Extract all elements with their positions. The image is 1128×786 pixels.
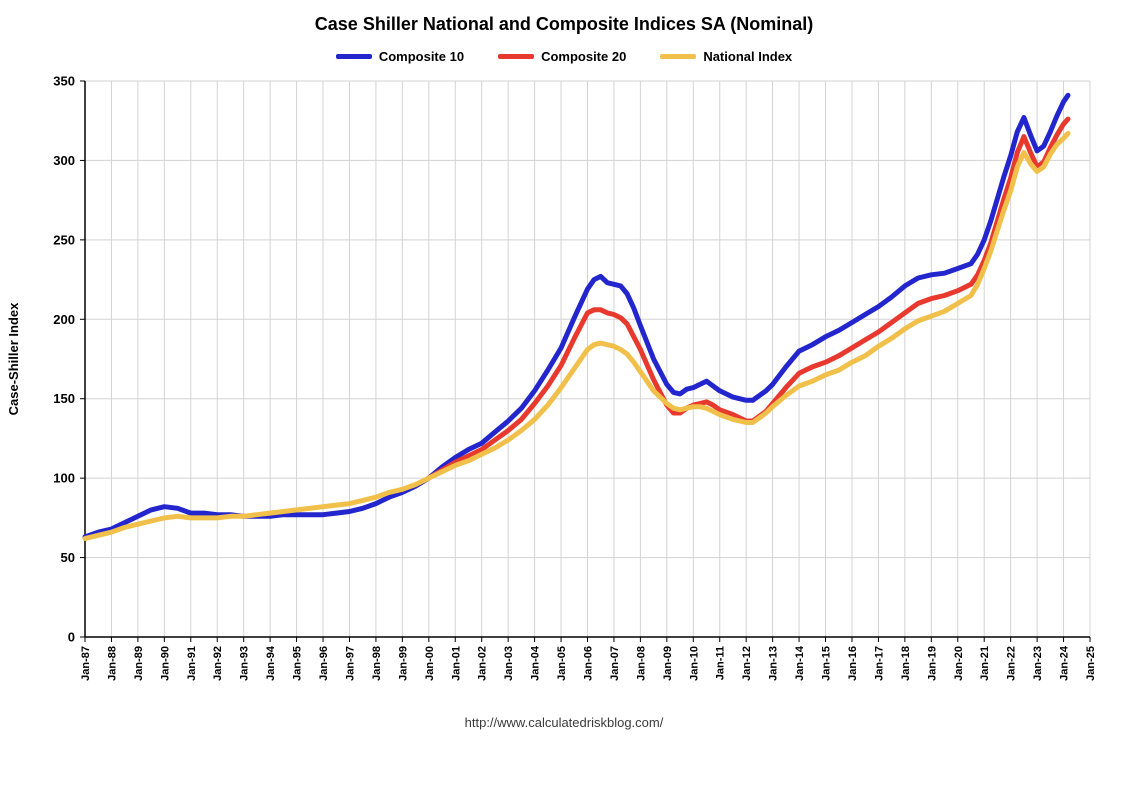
- svg-text:Jan-94: Jan-94: [265, 645, 277, 681]
- svg-text:Jan-90: Jan-90: [159, 646, 171, 681]
- svg-text:Jan-04: Jan-04: [530, 645, 542, 681]
- legend-label: Composite 10: [378, 48, 465, 64]
- svg-text:Jan-11: Jan-11: [715, 646, 727, 680]
- legend-swatch-composite-20: [498, 53, 535, 59]
- chart-canvas: 0 50 100 150 200 250 300 350 Jan-87 Jan-88 Jan-89 J…: [6, 74, 1097, 681]
- svg-text:Jan-03: Jan-03: [503, 646, 515, 681]
- svg-text:250: 250: [53, 232, 75, 247]
- svg-text:Jan-21: Jan-21: [979, 646, 991, 681]
- series-line-composite-10: [82, 92, 1071, 540]
- svg-text:Jan-13: Jan-13: [768, 646, 780, 681]
- svg-text:Jan-24: Jan-24: [1059, 645, 1071, 681]
- legend-label: Composite 20: [541, 48, 627, 64]
- svg-text:Jan-01: Jan-01: [450, 646, 462, 681]
- chart-legend: Composite 10 Composite 20 National Index: [0, 45, 1128, 67]
- svg-text:Jan-23: Jan-23: [1032, 646, 1044, 681]
- svg-text:Jan-08: Jan-08: [635, 646, 647, 681]
- svg-text:Jan-02: Jan-02: [477, 646, 489, 681]
- series-line-national-index: [82, 130, 1071, 541]
- svg-text:50: 50: [61, 550, 75, 565]
- svg-text:Jan-09: Jan-09: [662, 646, 674, 681]
- svg-text:Jan-99: Jan-99: [397, 646, 409, 681]
- legend-swatch-composite-10: [335, 53, 372, 59]
- svg-text:100: 100: [53, 471, 75, 486]
- svg-text:Jan-15: Jan-15: [821, 646, 833, 681]
- svg-text:Jan-06: Jan-06: [583, 646, 595, 681]
- svg-text:Jan-95: Jan-95: [292, 646, 304, 681]
- legend-label: National Index: [703, 48, 793, 64]
- svg-text:Jan-96: Jan-96: [318, 646, 330, 681]
- source-url: http://www.calculatedriskblog.com/: [464, 715, 664, 730]
- svg-text:350: 350: [53, 74, 75, 89]
- svg-text:Jan-07: Jan-07: [609, 646, 621, 681]
- svg-text:Jan-00: Jan-00: [424, 646, 436, 681]
- svg-text:Jan-87: Jan-87: [80, 646, 92, 681]
- svg-text:Jan-93: Jan-93: [239, 646, 251, 681]
- svg-text:Jan-91: Jan-91: [186, 646, 198, 681]
- svg-text:Jan-20: Jan-20: [953, 646, 965, 681]
- svg-text:Jan-19: Jan-19: [926, 646, 938, 681]
- svg-text:Jan-16: Jan-16: [847, 646, 859, 681]
- svg-text:150: 150: [53, 391, 75, 406]
- chart-title: Case Shiller National and Composite Indi…: [314, 14, 814, 34]
- legend-item-composite-20: Composite 20: [498, 49, 626, 64]
- svg-text:Jan-12: Jan-12: [741, 646, 753, 681]
- svg-text:Jan-88: Jan-88: [106, 646, 118, 681]
- legend-swatch-national-index: [660, 53, 697, 59]
- svg-text:Jan-22: Jan-22: [1006, 646, 1018, 681]
- svg-text:Jan-92: Jan-92: [212, 646, 224, 681]
- svg-text:Jan-89: Jan-89: [133, 646, 145, 681]
- legend-item-composite-10: Composite 10: [335, 48, 465, 64]
- svg-text:Jan-25: Jan-25: [1085, 646, 1097, 681]
- svg-text:300: 300: [53, 153, 75, 168]
- svg-text:Jan-17: Jan-17: [873, 646, 885, 681]
- svg-text:Jan-97: Jan-97: [344, 646, 356, 681]
- svg-text:Jan-18: Jan-18: [900, 646, 912, 681]
- legend-item-national-index: National Index: [660, 49, 792, 64]
- svg-text:Jan-98: Jan-98: [371, 646, 383, 681]
- svg-text:200: 200: [53, 312, 75, 327]
- svg-text:0: 0: [68, 630, 75, 645]
- svg-text:Jan-14: Jan-14: [794, 645, 806, 681]
- y-axis-title: Case-Shiller Index: [6, 302, 21, 415]
- svg-text:Jan-10: Jan-10: [688, 646, 700, 681]
- svg-text:Jan-05: Jan-05: [556, 646, 568, 681]
